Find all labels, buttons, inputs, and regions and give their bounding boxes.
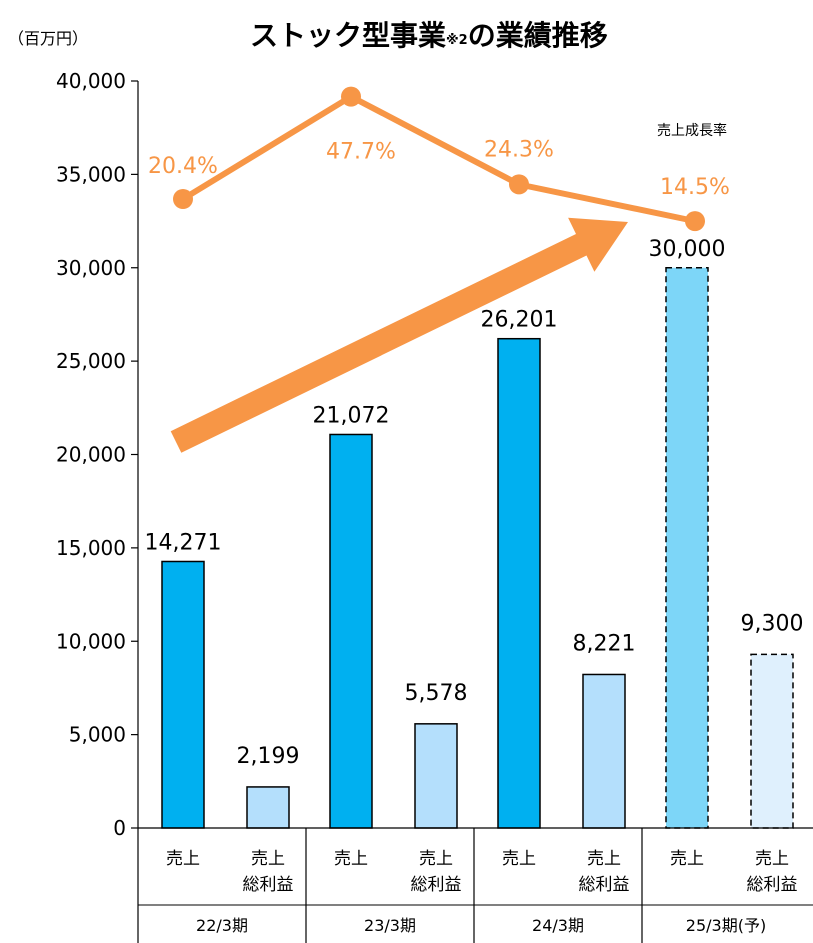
sales-bar	[161, 560, 205, 829]
trend-arrow	[170, 217, 628, 453]
unit-label: （百万円）	[8, 29, 88, 48]
growth-rate-point	[685, 211, 705, 232]
x-category-profit-line2: 総利益	[243, 875, 294, 895]
sales-bar-forecast	[665, 267, 709, 829]
x-category-profit-line2: 総利益	[411, 875, 462, 895]
sales-value-label: 14,271	[145, 530, 222, 555]
profit-value-label: 9,300	[741, 611, 804, 636]
x-category-sales: 売上	[502, 849, 536, 869]
x-category-profit-line2: 総利益	[747, 875, 798, 895]
y-tick-label: 15,000	[56, 536, 126, 560]
y-tick-label: 0	[113, 816, 126, 840]
x-period-label: 25/3期(予)	[686, 916, 766, 935]
growth-rate-point	[341, 86, 361, 107]
chart-title-suffix: の業績推移	[468, 19, 608, 52]
y-tick-label: 5,000	[69, 723, 126, 747]
sales-value-label: 26,201	[481, 308, 558, 333]
x-period-label: 23/3期	[364, 916, 416, 935]
profit-value-label: 8,221	[573, 631, 636, 656]
growth-rate-line	[181, 93, 696, 225]
y-tick-label: 20,000	[56, 443, 126, 467]
growth-rate-label: 47.7%	[326, 140, 396, 165]
chart-title: ストック型事業※2の業績推移	[250, 19, 608, 52]
x-category-profit-line1: 売上	[251, 849, 285, 869]
y-tick-label: 40,000	[56, 69, 126, 93]
x-category-sales: 売上	[670, 849, 704, 869]
sales-bar	[497, 337, 541, 829]
x-category-profit-line1: 売上	[419, 849, 453, 869]
growth-rate-point	[173, 189, 193, 209]
growth-rate-point	[509, 174, 529, 195]
sales-value-label: 21,072	[313, 403, 390, 428]
x-period-label: 24/3期	[532, 916, 584, 935]
y-tick-label: 30,000	[56, 256, 126, 280]
y-tick-label: 35,000	[56, 162, 126, 186]
x-category-profit-line1: 売上	[755, 849, 789, 869]
x-category-profit-line2: 総利益	[579, 875, 630, 895]
profit-value-label: 5,578	[405, 681, 468, 706]
profit-value-label: 2,199	[237, 744, 300, 769]
sales-value-label: 30,000	[649, 237, 726, 262]
x-category-sales: 売上	[166, 849, 200, 869]
profit-bar-forecast	[750, 653, 794, 829]
y-tick-label: 10,000	[56, 629, 126, 653]
chart-title-main: ストック型事業	[250, 19, 446, 52]
growth-rate-label: 20.4%	[148, 154, 218, 179]
growth-rate-label: 24.3%	[484, 137, 554, 162]
y-tick-label: 25,000	[56, 349, 126, 373]
x-category-sales: 売上	[334, 849, 368, 869]
profit-bar	[246, 786, 290, 829]
sales-bar	[329, 433, 373, 829]
x-category-profit-line1: 売上	[587, 849, 621, 869]
chart-title-note: ※2	[446, 33, 468, 48]
profit-bar	[414, 723, 458, 829]
profit-bar	[582, 673, 626, 829]
x-period-label: 22/3期	[196, 916, 248, 935]
growth-rate-legend: 売上成長率	[657, 122, 727, 139]
growth-rate-label: 14.5%	[660, 175, 730, 200]
